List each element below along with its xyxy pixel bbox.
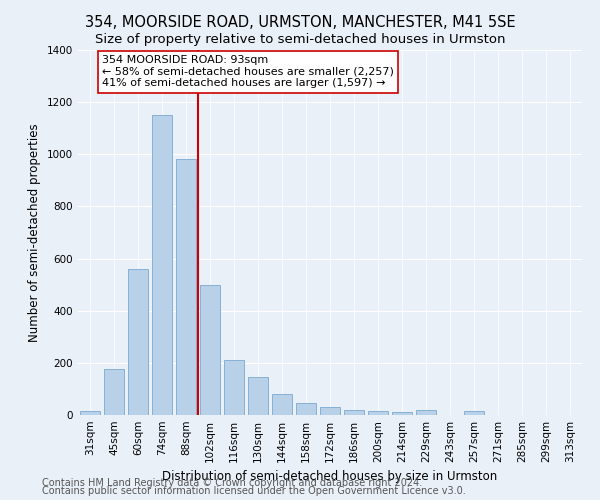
Text: Contains public sector information licensed under the Open Government Licence v3: Contains public sector information licen… [42, 486, 466, 496]
Bar [176, 160, 196, 415]
Bar [200, 284, 220, 415]
Bar [224, 360, 244, 415]
Bar [416, 410, 436, 415]
Bar [128, 269, 148, 415]
Bar [272, 394, 292, 415]
Bar [344, 410, 364, 415]
Bar [320, 407, 340, 415]
Y-axis label: Number of semi-detached properties: Number of semi-detached properties [28, 123, 41, 342]
Bar [80, 411, 100, 415]
Bar [464, 411, 484, 415]
Bar [104, 370, 124, 415]
Bar [152, 115, 172, 415]
Bar [296, 404, 316, 415]
Text: Contains HM Land Registry data © Crown copyright and database right 2024.: Contains HM Land Registry data © Crown c… [42, 478, 422, 488]
X-axis label: Distribution of semi-detached houses by size in Urmston: Distribution of semi-detached houses by … [163, 470, 497, 484]
Text: 354, MOORSIDE ROAD, URMSTON, MANCHESTER, M41 5SE: 354, MOORSIDE ROAD, URMSTON, MANCHESTER,… [85, 15, 515, 30]
Bar [248, 377, 268, 415]
Text: Size of property relative to semi-detached houses in Urmston: Size of property relative to semi-detach… [95, 32, 505, 46]
Bar [368, 411, 388, 415]
Text: 354 MOORSIDE ROAD: 93sqm
← 58% of semi-detached houses are smaller (2,257)
41% o: 354 MOORSIDE ROAD: 93sqm ← 58% of semi-d… [102, 55, 394, 88]
Bar [392, 412, 412, 415]
